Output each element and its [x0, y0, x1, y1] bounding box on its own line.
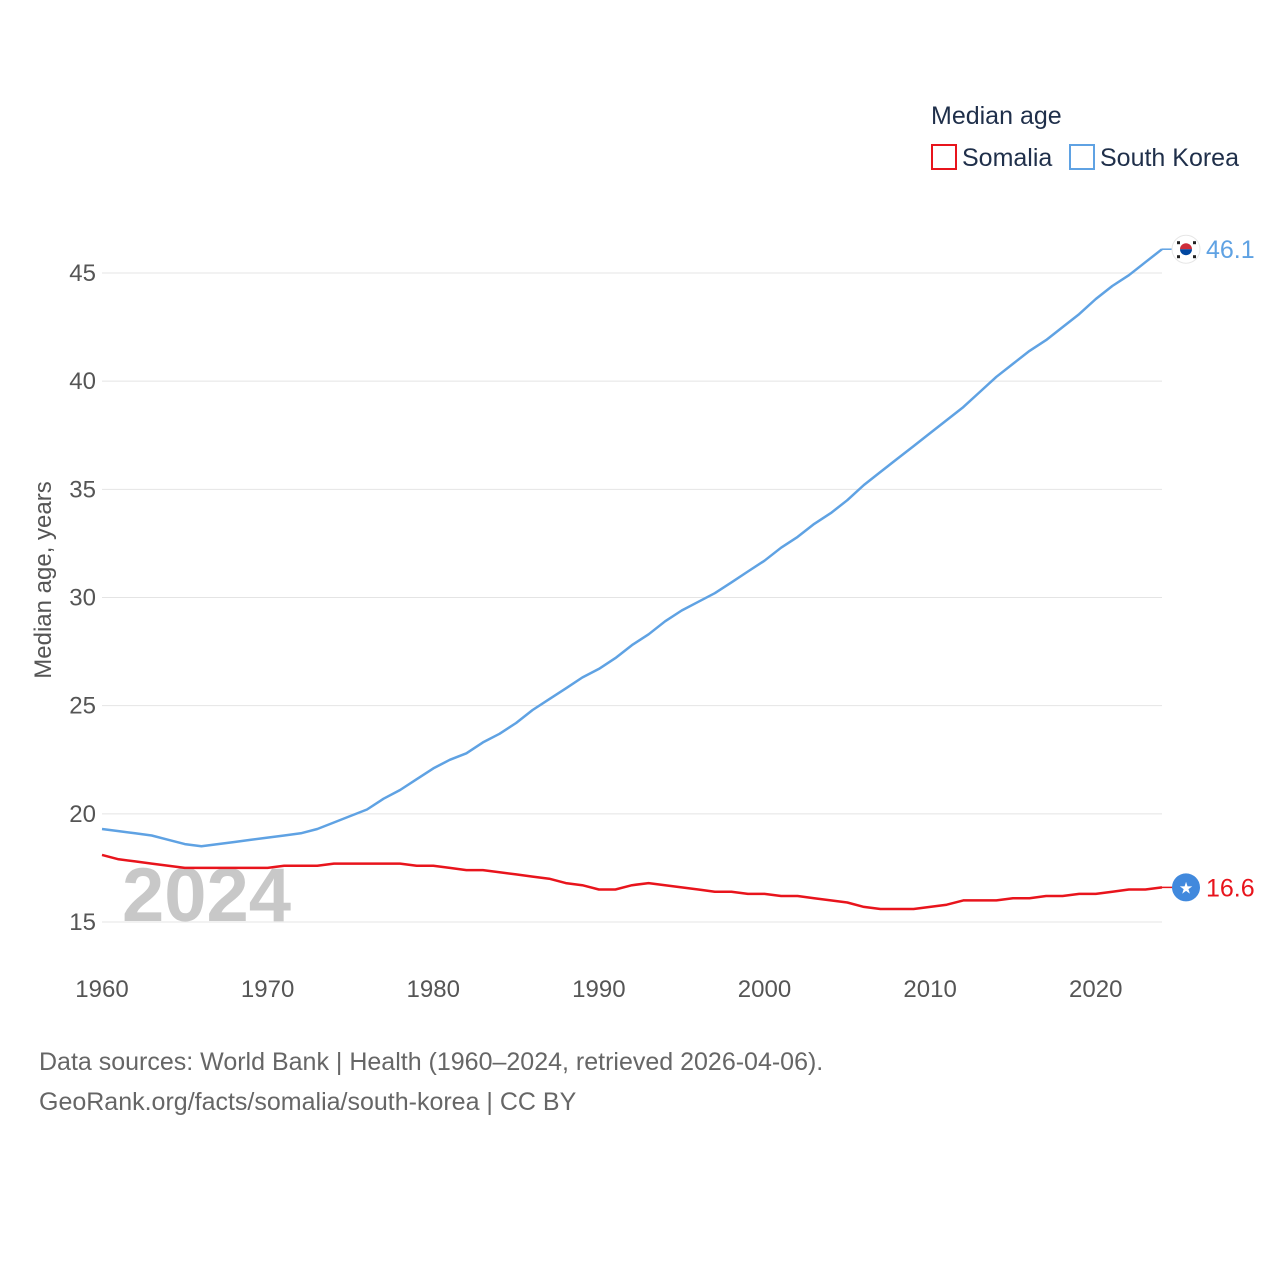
trigram-icon — [1193, 241, 1196, 245]
x-tick-1960: 1960 — [75, 976, 128, 1003]
y-tick-40: 40 — [69, 368, 96, 395]
x-tick-1970: 1970 — [241, 976, 294, 1003]
y-tick-25: 25 — [69, 693, 96, 720]
legend-label-somalia[interactable]: Somalia — [962, 144, 1052, 172]
legend-swatch-south-korea[interactable] — [1069, 144, 1095, 170]
series-lines — [101, 248, 1163, 911]
y-tick-15: 15 — [69, 909, 96, 936]
footer: Data sources: World Bank | Health (1960–… — [39, 1042, 1239, 1122]
legend-swatch-somalia[interactable] — [931, 144, 957, 170]
x-tick-2020: 2020 — [1069, 976, 1122, 1003]
x-tick-2010: 2010 — [903, 976, 956, 1003]
x-axis-ticks: 1960 1970 1980 1990 2000 2010 2020 — [75, 976, 1122, 1003]
end-label-south-korea: 46.1 — [1206, 236, 1255, 264]
end-label-somalia: 16.6 — [1206, 874, 1255, 902]
series-line-south-korea[interactable] — [101, 248, 1163, 848]
legend-label-south-korea[interactable]: South Korea — [1100, 144, 1239, 172]
taegeuk-blue-icon — [1180, 249, 1192, 256]
y-axis-label: Median age, years — [30, 481, 57, 678]
year-watermark: 2024 — [122, 853, 291, 938]
trigram-icon — [1177, 241, 1180, 245]
x-tick-2000: 2000 — [738, 976, 791, 1003]
y-tick-45: 45 — [69, 260, 96, 287]
x-tick-1990: 1990 — [572, 976, 625, 1003]
taegeuk-red-icon — [1180, 243, 1192, 250]
trigram-icon — [1177, 255, 1180, 259]
somalia-flag-icon — [1172, 873, 1200, 902]
somalia-star-icon: ★ — [1179, 880, 1193, 897]
y-tick-20: 20 — [69, 801, 96, 828]
footer-sources: Data sources: World Bank | Health (1960–… — [39, 1048, 824, 1076]
footer-attribution: GeoRank.org/facts/somalia/south-korea | … — [39, 1088, 577, 1116]
x-tick-1980: 1980 — [407, 976, 460, 1003]
y-axis-ticks: 15 20 25 30 35 40 45 — [69, 260, 96, 936]
y-tick-30: 30 — [69, 585, 96, 612]
legend: Median age Somalia South Korea — [931, 102, 1239, 172]
legend-title: Median age — [931, 102, 1062, 130]
end-markers: ★ 16.6 46.1 — [1162, 234, 1255, 902]
gridlines — [102, 272, 1162, 923]
series-line-somalia[interactable] — [101, 853, 1163, 911]
trigram-icon — [1193, 255, 1196, 259]
y-tick-35: 35 — [69, 476, 96, 503]
